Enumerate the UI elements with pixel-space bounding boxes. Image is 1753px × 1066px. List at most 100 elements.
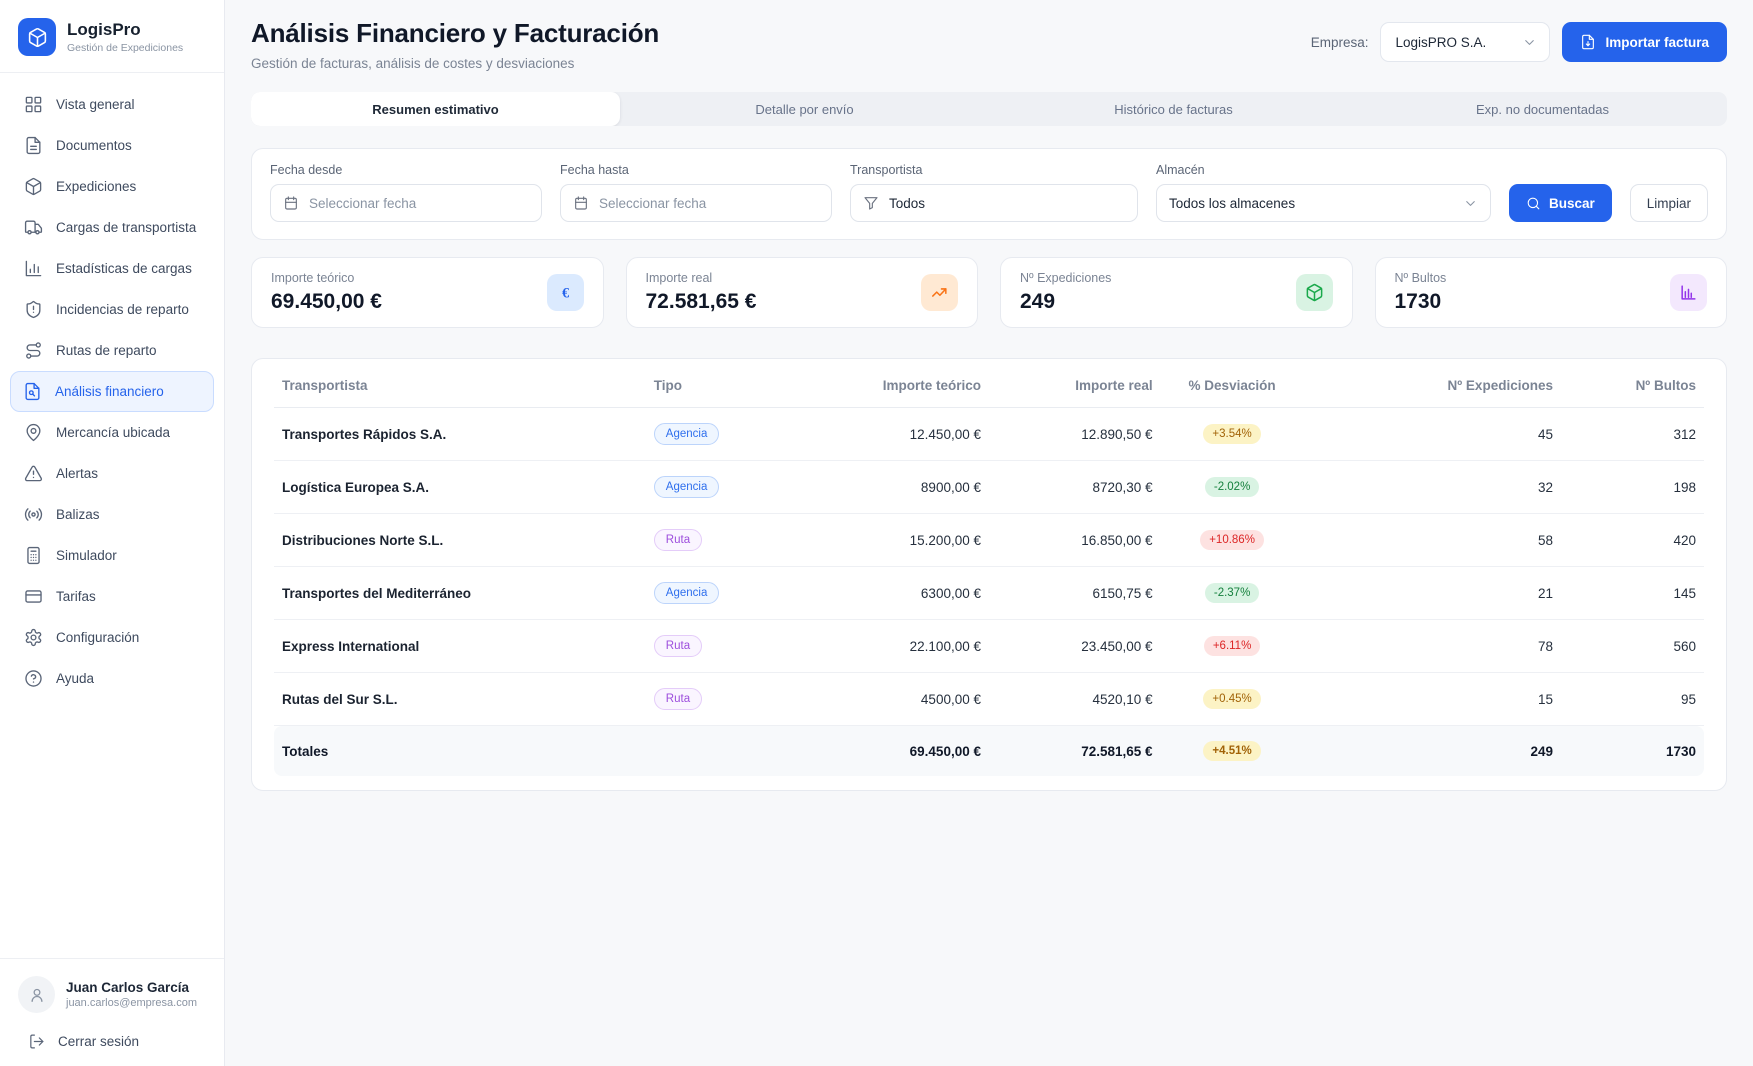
sidebar-item-expediciones[interactable]: Expediciones — [0, 166, 224, 207]
calendar-icon — [573, 195, 589, 211]
cell-desviacion: +10.86% — [1161, 514, 1304, 567]
broadcast-icon — [24, 505, 43, 524]
column-header-importe-real: Importe real — [989, 361, 1161, 408]
totals-importe-teorico: 69.450,00 € — [832, 726, 989, 777]
filters-panel: Fecha desde Seleccionar fecha Fecha hast… — [251, 148, 1727, 240]
sidebar-item-an-lisis-financiero[interactable]: Análisis financiero — [10, 371, 214, 412]
user-email: juan.carlos@empresa.com — [66, 997, 197, 1009]
tab-hist-rico-de-facturas[interactable]: Histórico de facturas — [989, 92, 1358, 126]
tab-exp-no-documentadas[interactable]: Exp. no documentadas — [1358, 92, 1727, 126]
column-header-n-expediciones: Nº Expediciones — [1304, 361, 1561, 408]
limpiar-button[interactable]: Limpiar — [1630, 184, 1708, 222]
logispro-logo-icon — [18, 18, 56, 56]
stats-row: Importe teórico69.450,00 €€Importe real7… — [251, 257, 1727, 328]
cell-bultos: 560 — [1561, 620, 1704, 673]
cell-importe-real: 16.850,00 € — [989, 514, 1161, 567]
buscar-button[interactable]: Buscar — [1509, 184, 1612, 222]
tab-detalle-por-env-o[interactable]: Detalle por envío — [620, 92, 989, 126]
transportista-select[interactable]: Todos — [850, 184, 1138, 222]
sidebar-item-balizas[interactable]: Balizas — [0, 494, 224, 535]
sidebar-item-documentos[interactable]: Documentos — [0, 125, 224, 166]
main-content: Análisis Financiero y Facturación Gestió… — [225, 0, 1753, 1066]
deviation-badge: +6.11% — [1204, 636, 1260, 656]
avatar — [18, 976, 55, 1013]
sidebar-item-label: Simulador — [56, 548, 117, 563]
chevron-down-icon — [1522, 35, 1537, 50]
transportista-label: Transportista — [850, 163, 1138, 177]
stat-label: Nº Expediciones — [1020, 271, 1111, 285]
cell-tipo: Ruta — [646, 673, 832, 726]
calendar-icon — [283, 195, 299, 211]
tab-bar: Resumen estimativoDetalle por envíoHistó… — [251, 92, 1727, 126]
cell-expediciones: 58 — [1304, 514, 1561, 567]
totals-label: Totales — [274, 726, 646, 777]
stat-value: 69.450,00 € — [271, 290, 382, 314]
credit-card-icon — [24, 587, 43, 606]
cell-desviacion: +0.45% — [1161, 673, 1304, 726]
tab-resumen-estimativo[interactable]: Resumen estimativo — [251, 92, 620, 126]
table-header-row: TransportistaTipoImporte teóricoImporte … — [274, 361, 1704, 408]
sidebar-nav: Vista general Documentos ExpedicionesCarga… — [0, 73, 224, 710]
sidebar-item-alertas[interactable]: Alertas — [0, 453, 224, 494]
sidebar-item-label: Documentos — [56, 138, 132, 153]
cell-tipo: Ruta — [646, 620, 832, 673]
import-invoice-button[interactable]: Importar factura — [1562, 22, 1727, 62]
page-header: Análisis Financiero y Facturación Gestió… — [251, 18, 1727, 71]
package-icon — [24, 177, 43, 196]
results-table-card: TransportistaTipoImporte teóricoImporte … — [251, 358, 1727, 791]
fecha-hasta-input[interactable]: Seleccionar fecha — [560, 184, 832, 222]
cell-importe-teorico: 15.200,00 € — [832, 514, 989, 567]
totals-desviacion: +4.51% — [1161, 726, 1304, 777]
sidebar-item-estad-sticas-de-cargas[interactable]: Estadísticas de cargas — [0, 248, 224, 289]
cell-desviacion: -2.02% — [1161, 461, 1304, 514]
sidebar-item-cargas-de-transportista[interactable]: Cargas de transportista — [0, 207, 224, 248]
cell-expediciones: 21 — [1304, 567, 1561, 620]
filter-fecha-desde: Fecha desde Seleccionar fecha — [270, 163, 542, 222]
almacen-select[interactable]: Todos los almacenes — [1156, 184, 1491, 222]
search-icon — [1526, 196, 1541, 211]
sidebar-item-vista-general[interactable]: Vista general — [0, 84, 224, 125]
sidebar-item-label: Alertas — [56, 466, 98, 481]
brand-subtitle: Gestión de Expediciones — [67, 42, 183, 54]
euro-icon: € — [547, 274, 584, 311]
table-row: Transportes Rápidos S.A.Agencia12.450,00… — [274, 408, 1704, 461]
grid-icon — [24, 95, 43, 114]
table-row: Express InternationalRuta22.100,00 €23.4… — [274, 620, 1704, 673]
sidebar-item-label: Ayuda — [56, 671, 94, 686]
filter-transportista: Transportista Todos — [850, 163, 1138, 222]
shield-alert-icon — [24, 300, 43, 319]
table-row: Rutas del Sur S.L.Ruta4500,00 €4520,10 €… — [274, 673, 1704, 726]
sidebar-item-rutas-de-reparto[interactable]: Rutas de reparto — [0, 330, 224, 371]
cell-importe-real: 6150,75 € — [989, 567, 1161, 620]
company-select-value: LogisPRO S.A. — [1395, 35, 1486, 50]
sidebar-item-tarifas[interactable]: Tarifas — [0, 576, 224, 617]
filter-almacen: Almacén Todos los almacenes — [1156, 163, 1491, 222]
tipo-badge: Ruta — [654, 635, 702, 657]
stat-value: 72.581,65 € — [646, 290, 757, 314]
cell-tipo: Agencia — [646, 567, 832, 620]
company-select[interactable]: LogisPRO S.A. — [1380, 22, 1550, 62]
cell-tipo: Agencia — [646, 408, 832, 461]
filter-icon — [863, 195, 879, 211]
filter-fecha-hasta: Fecha hasta Seleccionar fecha — [560, 163, 832, 222]
cell-tipo: Agencia — [646, 461, 832, 514]
sidebar-item-simulador[interactable]: Simulador — [0, 535, 224, 576]
sidebar-item-ayuda[interactable]: Ayuda — [0, 658, 224, 699]
sidebar-item-mercanc-a-ubicada[interactable]: Mercancía ubicada — [0, 412, 224, 453]
file-import-icon — [1580, 34, 1596, 50]
file-search-icon — [23, 382, 42, 401]
brand: LogisPro Gestión de Expediciones — [0, 0, 224, 72]
cell-importe-real: 8720,30 € — [989, 461, 1161, 514]
logout-button[interactable]: Cerrar sesión — [18, 1033, 206, 1050]
page-subtitle: Gestión de facturas, análisis de costes … — [251, 56, 659, 71]
almacen-label: Almacén — [1156, 163, 1491, 177]
sidebar-item-label: Rutas de reparto — [56, 343, 157, 358]
sidebar-item-incidencias-de-reparto[interactable]: Incidencias de reparto — [0, 289, 224, 330]
cell-bultos: 145 — [1561, 567, 1704, 620]
cell-desviacion: +6.11% — [1161, 620, 1304, 673]
sidebar-item-configuraci-n[interactable]: Configuración — [0, 617, 224, 658]
cell-expediciones: 45 — [1304, 408, 1561, 461]
transportista-value: Todos — [889, 196, 925, 211]
gear-icon — [24, 628, 43, 647]
fecha-desde-input[interactable]: Seleccionar fecha — [270, 184, 542, 222]
